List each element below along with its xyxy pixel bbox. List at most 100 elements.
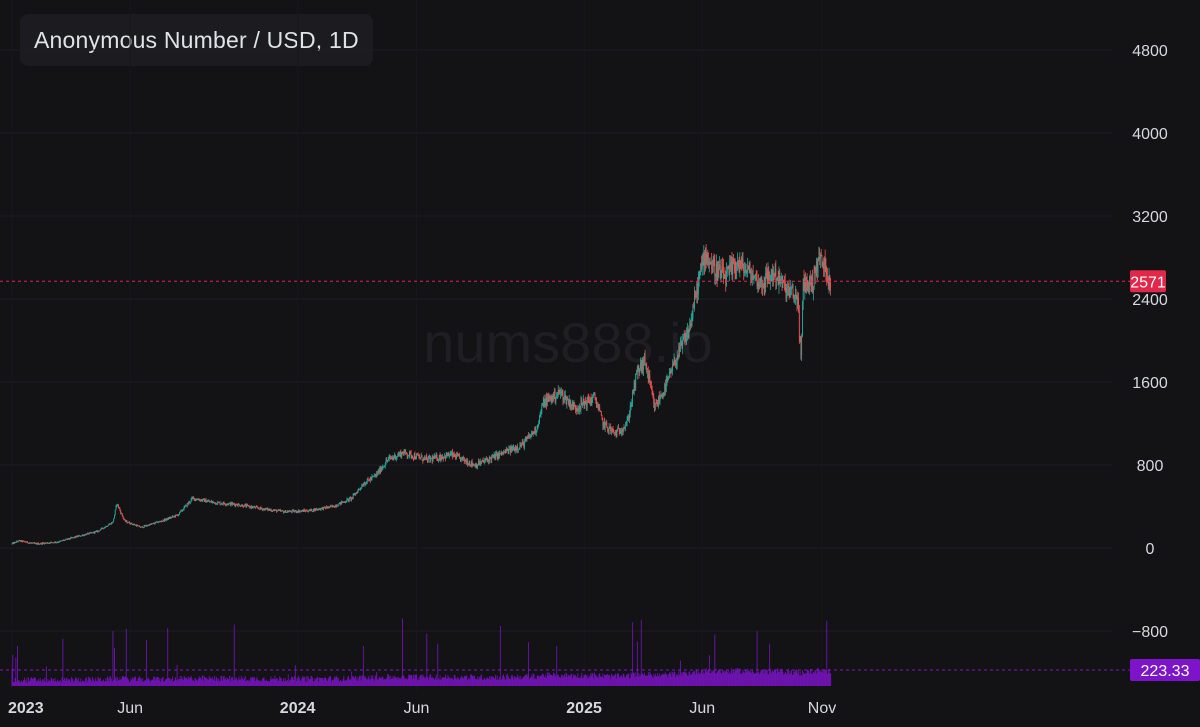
volume-bar: [236, 680, 238, 686]
volume-bar: [57, 680, 59, 686]
volume-bar: [230, 676, 232, 686]
volume-bar: [254, 681, 256, 686]
volume-bar: [705, 667, 707, 686]
candle-body: [204, 498, 205, 502]
volume-bar: [359, 675, 360, 686]
volume-bar: [198, 676, 200, 686]
candle-body: [455, 456, 457, 460]
candle-body: [579, 406, 581, 410]
candle-body: [153, 523, 154, 525]
candle-body: [209, 501, 211, 503]
volume-bar: [648, 674, 650, 686]
candle-body: [574, 404, 576, 406]
volume-bar: [117, 680, 119, 686]
candle-body: [247, 504, 248, 506]
volume-bar: [391, 677, 393, 686]
candle-body: [257, 507, 259, 509]
volume-bar: [629, 677, 631, 686]
volume-bar: [243, 679, 245, 686]
volume-bar: [343, 675, 345, 686]
x-tick-label: 2023: [8, 700, 44, 717]
candle-body: [461, 456, 463, 458]
volume-bar: [265, 679, 267, 686]
volume-bar: [476, 679, 478, 686]
candle-body: [272, 510, 273, 512]
candle-body: [139, 525, 140, 527]
candle-body: [200, 499, 202, 501]
volume-bar: [305, 676, 307, 686]
volume-bar: [182, 678, 184, 686]
x-tick-label: Jun: [689, 700, 715, 717]
volume-bar: [150, 681, 151, 686]
candle-body: [500, 451, 502, 455]
volume-bar: [103, 679, 104, 686]
candle-body: [787, 286, 789, 288]
volume-bar: [214, 676, 216, 686]
volume-bar: [798, 671, 800, 686]
volume-bar: [398, 676, 400, 686]
volume-bar: [750, 671, 752, 686]
volume-bar: [769, 643, 771, 686]
candle-body: [305, 510, 307, 512]
candle-body: [164, 519, 165, 522]
volume-bar: [550, 674, 552, 686]
volume-bar: [422, 674, 424, 686]
volume-bar: [664, 674, 666, 686]
candle-body: [399, 452, 401, 454]
candle-body: [522, 441, 524, 443]
candle-body: [618, 428, 619, 430]
candle-body: [387, 460, 389, 462]
candle-body: [156, 521, 158, 523]
volume-bar: [413, 678, 415, 686]
volume-bar: [803, 674, 805, 686]
volume-bar: [375, 674, 377, 686]
volume-bar: [616, 674, 618, 686]
candle-body: [464, 460, 466, 462]
volume-bar: [215, 680, 216, 686]
candle-body: [191, 497, 193, 500]
candle-body: [207, 500, 209, 502]
x-tick-label: 2025: [566, 700, 602, 717]
candle-body: [647, 371, 648, 373]
volume-bar: [189, 677, 191, 686]
candle-body: [712, 259, 714, 273]
candle-body: [758, 280, 760, 290]
candle-body: [330, 505, 332, 507]
volume-bar: [38, 681, 40, 686]
volume-bar: [489, 679, 491, 686]
candle-body: [550, 396, 551, 401]
candle-body: [57, 542, 59, 544]
volume-bar: [140, 678, 142, 686]
volume-bar: [229, 681, 231, 686]
candle-body: [441, 457, 443, 460]
chart-title: Anonymous Number / USD, 1D: [20, 14, 373, 66]
volume-bar: [65, 678, 67, 686]
volume-bar: [622, 677, 623, 686]
candle-body: [413, 454, 415, 459]
volume-bar: [698, 674, 700, 686]
candle-body: [335, 505, 337, 507]
volume-bar: [717, 671, 719, 686]
candle-body: [468, 462, 470, 465]
candle-body: [46, 542, 48, 544]
volume-bar: [556, 646, 558, 686]
volume-bar: [204, 677, 206, 686]
volume-bar: [96, 681, 98, 686]
volume-bar: [63, 679, 65, 686]
volume-bar: [410, 675, 412, 686]
candle-body: [449, 453, 451, 456]
volume-bar: [415, 674, 417, 686]
volume-bar: [138, 676, 140, 686]
volume-bar: [577, 673, 579, 686]
candlestick-series[interactable]: [11, 244, 832, 545]
volume-bar: [139, 676, 140, 686]
candle-body: [731, 261, 733, 275]
candle-body: [287, 511, 288, 513]
volume-bar: [157, 676, 158, 686]
volume-bar: [174, 680, 176, 686]
candle-body: [816, 261, 817, 276]
candle-body: [748, 265, 749, 270]
candle-body: [205, 499, 207, 503]
candle-body: [804, 278, 806, 291]
